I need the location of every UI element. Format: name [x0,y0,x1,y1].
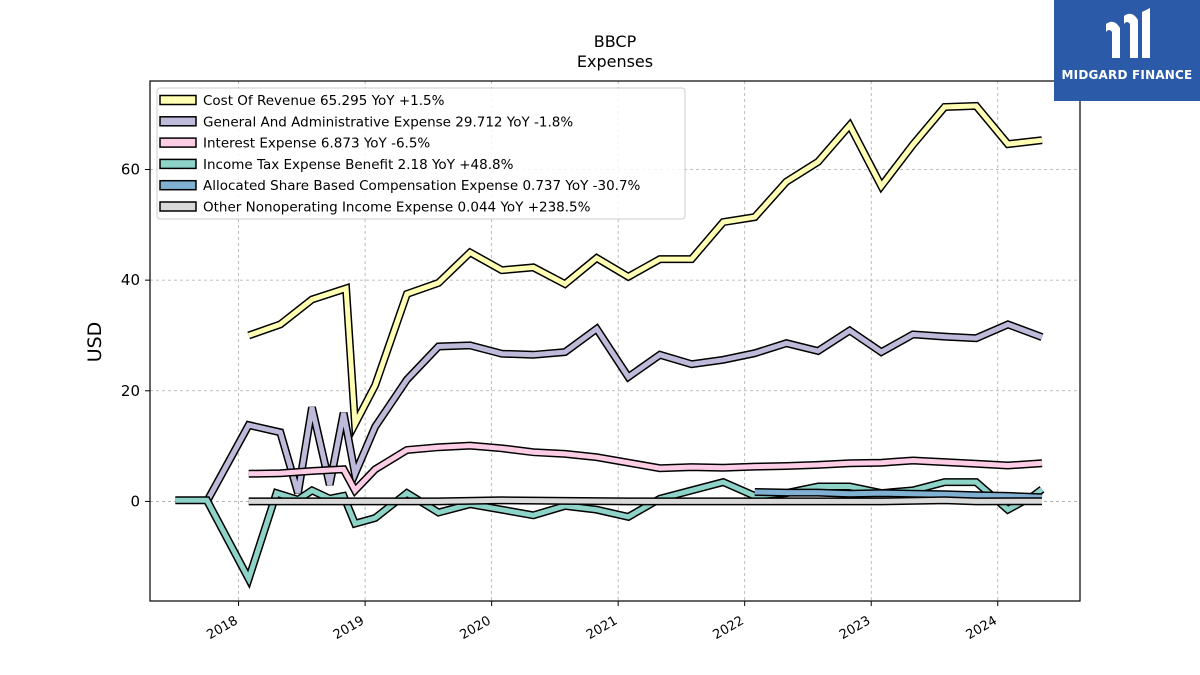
legend-entry-2: Interest Expense 6.873 YoY -6.5% [203,136,430,152]
chart-subtitle: Expenses [577,52,653,71]
y-tick-label: 0 [130,492,140,510]
legend: Cost Of Revenue 65.295 YoY +1.5% General … [156,87,686,220]
legend-swatch-2 [159,137,197,148]
legend-swatch-5 [159,201,197,212]
legend-swatch-1 [159,116,197,127]
midgard-finance-logo: MIDGARD FINANCE [1054,0,1200,101]
legend-swatch-4 [159,179,197,191]
series-line-1 [204,321,1043,503]
chart-title: BBCP [594,32,637,51]
x-tick-label: 2022 [711,613,747,643]
series-line-4 [754,489,1043,500]
x-tick-label: 2023 [837,613,873,643]
x-tick-label: 2020 [457,613,493,643]
legend-swatch-0 [159,94,197,106]
legend-swatch-3 [159,158,197,170]
series-lines [175,101,1045,590]
y-axis-ticks: 0 20 40 60 [121,161,150,510]
plot-frame [149,80,1081,602]
legend-entry-4: Allocated Share Based Compensation Expen… [203,178,641,194]
x-axis-ticks: 2018 2019 2020 2021 2022 2023 2024 [204,601,1000,643]
series-line-2 [248,443,1043,495]
logo-text: MIDGARD FINANCE [1061,68,1193,82]
legend-entry-0: Cost Of Revenue 65.295 YoY +1.5% [203,93,445,109]
legend-box [156,87,686,220]
series-line-0 [247,103,1043,434]
x-tick-label: 2024 [964,613,1000,643]
logo-emblem-icon [1106,8,1150,58]
legend-entry-3: Income Tax Expense Benefit 2.18 YoY +48.… [203,157,514,173]
legend-entry-1: General And Administrative Expense 29.71… [203,114,573,130]
y-tick-label: 60 [121,161,140,179]
x-tick-label: 2021 [584,613,620,643]
x-tick-label: 2018 [204,613,240,643]
y-tick-label: 20 [121,382,140,400]
y-tick-label: 40 [121,271,140,289]
x-tick-label: 2019 [331,613,367,643]
y-axis-label: USD [84,322,106,363]
series-line-5 [248,497,1043,504]
legend-entry-5: Other Nonoperating Income Expense 0.044 … [203,200,591,216]
